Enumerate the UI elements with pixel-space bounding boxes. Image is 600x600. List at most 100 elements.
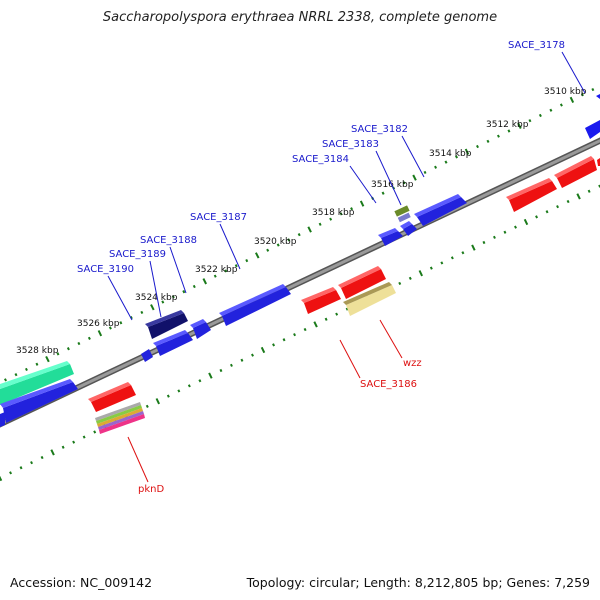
genome-summary-text: Topology: circular; Length: 8,212,805 bp…	[246, 575, 590, 590]
tick-mark	[587, 189, 591, 193]
tick-mark	[72, 440, 76, 444]
tick-mark	[219, 368, 223, 373]
gene-arrow[interactable]	[414, 194, 467, 226]
tick-mark	[202, 278, 207, 285]
tick-mark	[528, 119, 532, 123]
tick-mark	[335, 312, 339, 316]
accession-text: Accession: NC_009142	[10, 575, 153, 590]
gene-label-SACE_3186[interactable]: SACE_3186	[360, 379, 417, 390]
gene-arrow[interactable]	[219, 284, 291, 326]
tick-mark	[461, 251, 465, 255]
tick-mark	[187, 384, 191, 388]
gene-label-SACE_3189[interactable]: SACE_3189	[109, 249, 166, 260]
gene-arrow[interactable]	[554, 156, 597, 188]
tick-mark	[192, 284, 196, 289]
gene-arrow[interactable]	[301, 287, 341, 314]
tick-mark	[324, 317, 328, 321]
tick-mark	[166, 394, 170, 398]
tick-mark	[240, 358, 244, 362]
tick-mark	[507, 129, 511, 133]
tick-label-3524: 3524 kbp	[135, 293, 178, 303]
gene-arrow[interactable]	[596, 94, 600, 99]
gene-label-SACE_3187[interactable]: SACE_3187	[190, 212, 247, 223]
map-title: Saccharopolyspora erythraea NRRL 2338, c…	[102, 10, 498, 25]
tick-mark	[82, 435, 86, 439]
tick-mark	[14, 373, 18, 377]
gene-label-SACE_3188[interactable]: SACE_3188	[140, 235, 197, 246]
tick-mark	[307, 226, 312, 233]
tick-mark	[272, 343, 276, 347]
tick-mark	[19, 466, 23, 470]
tick-mark	[580, 93, 584, 97]
tick-mark	[423, 170, 427, 175]
tick-mark	[559, 103, 563, 107]
tick-mark	[303, 327, 307, 332]
tick-mark	[119, 321, 123, 325]
tick-mark	[444, 160, 448, 164]
tick-mark	[313, 321, 318, 328]
tick-label-3522: 3522 kbp	[195, 265, 238, 275]
gene-arrow[interactable]	[400, 221, 417, 236]
forward-genes	[0, 94, 600, 427]
gene-arrow[interactable]	[190, 319, 211, 339]
tick-mark	[108, 326, 112, 330]
tick-mark	[440, 261, 444, 265]
gene-arrow[interactable]	[0, 412, 5, 427]
gene-arrow[interactable]	[506, 178, 557, 212]
tick-label-3512: 3512 kbp	[486, 120, 529, 130]
tick-mark	[381, 191, 385, 195]
gene-small-lavender[interactable]	[397, 212, 411, 223]
tick-mark	[93, 430, 97, 434]
gene-label-wzz[interactable]: wzz	[403, 358, 422, 369]
tick-mark	[576, 193, 581, 200]
tick-mark	[329, 217, 333, 221]
tick-mark	[514, 225, 517, 229]
reverse-genes	[88, 156, 600, 434]
tick-mark	[455, 155, 458, 159]
gene-arrow[interactable]	[145, 310, 188, 339]
tick-mark	[30, 461, 34, 465]
tick-mark	[40, 455, 44, 460]
gene-small-green[interactable]	[394, 205, 410, 217]
tick-mark	[45, 355, 50, 363]
gene-arrow[interactable]	[141, 349, 153, 362]
tick-mark	[434, 165, 438, 169]
gene-arrow[interactable]	[338, 266, 386, 299]
tick-label-3516: 3516 kbp	[371, 180, 414, 190]
tick-mark	[155, 398, 161, 405]
tick-mark	[412, 174, 417, 181]
tick-label-3518: 3518 kbp	[312, 208, 355, 218]
gene-arrow[interactable]	[597, 158, 600, 166]
tick-track-inner	[0, 184, 600, 482]
tick-mark	[150, 304, 155, 311]
gene-label-SACE_3183[interactable]: SACE_3183	[322, 139, 379, 150]
gene-arrow[interactable]	[153, 330, 193, 356]
tick-mark	[496, 134, 500, 138]
tick-mark	[251, 353, 254, 357]
tick-mark	[287, 238, 291, 242]
tick-mark	[402, 181, 406, 185]
gene-label-SACE_3184[interactable]: SACE_3184	[292, 154, 349, 165]
gene-arrow[interactable]	[343, 282, 396, 316]
gene-arrow[interactable]	[585, 120, 600, 139]
gene-arrow[interactable]	[0, 361, 74, 405]
tick-label-3510: 3510 kbp	[544, 87, 587, 97]
tick-mark	[0, 475, 3, 482]
gene-arrow[interactable]	[88, 382, 136, 412]
tick-mark	[492, 235, 496, 239]
tick-mark	[476, 144, 479, 149]
tick-mark	[339, 212, 343, 216]
tick-mark	[517, 122, 522, 129]
gene-pknD[interactable]	[95, 402, 145, 434]
tick-mark	[66, 347, 70, 351]
gene-label-SACE_3178[interactable]: SACE_3178	[508, 40, 565, 51]
tick-mark	[198, 379, 202, 383]
gene-arrow[interactable]	[0, 379, 78, 423]
gene-label-pknD[interactable]: pknD	[138, 484, 164, 495]
gene-label-SACE_3182[interactable]: SACE_3182	[351, 124, 408, 135]
gene-label-SACE_3190[interactable]: SACE_3190	[77, 264, 134, 275]
tick-mark	[450, 256, 454, 260]
gene-arrow[interactable]	[378, 228, 403, 246]
